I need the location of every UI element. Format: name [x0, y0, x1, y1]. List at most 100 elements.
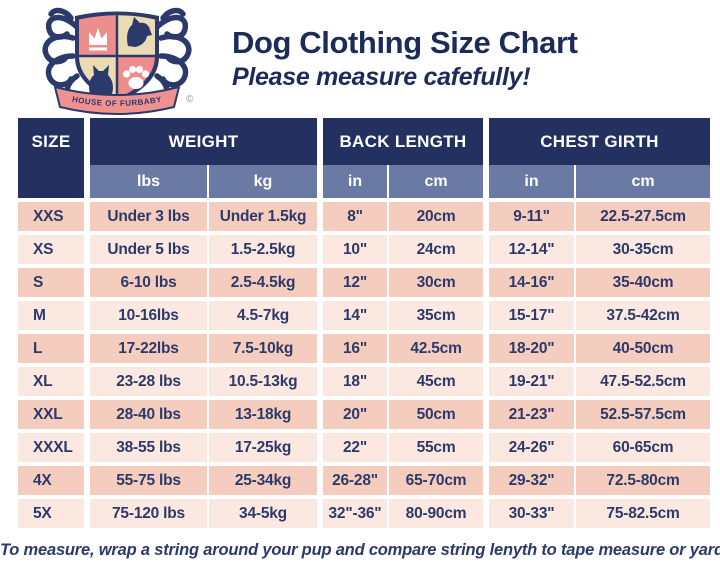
crown-icon: [89, 28, 107, 51]
table-row: M 10-16lbs 4.5-7kg 14" 35cm 15-17" 37.5-…: [18, 301, 710, 330]
cell-size: XS: [18, 235, 84, 264]
cell-back-in: 14": [323, 301, 387, 330]
cell-weight-kg: Under 1.5kg: [209, 202, 317, 231]
cell-chest-in: 15-17": [489, 301, 574, 330]
brand-logo: HOUSE OF FURBABY ©: [28, 2, 194, 115]
cell-weight-kg: 1.5-2.5kg: [209, 235, 317, 264]
cell-back-in: 20": [323, 400, 387, 429]
cell-chest-in: 14-16": [489, 268, 574, 297]
cell-weight-lbs: 38-55 lbs: [90, 433, 207, 462]
cell-chest-in: 29-32": [489, 466, 574, 495]
table-row: XXL 28-40 lbs 13-18kg 20" 50cm 21-23" 52…: [18, 400, 710, 429]
cell-weight-lbs: 6-10 lbs: [90, 268, 207, 297]
cell-back-cm: 45cm: [389, 367, 483, 396]
cell-back-in: 12": [323, 268, 387, 297]
subheader-kg: kg: [209, 165, 317, 198]
cell-weight-lbs: 75-120 lbs: [90, 499, 207, 528]
cell-chest-cm: 75-82.5cm: [576, 499, 710, 528]
cell-size: 4X: [18, 466, 84, 495]
cell-size: 5X: [18, 499, 84, 528]
cell-back-cm: 50cm: [389, 400, 483, 429]
cell-chest-cm: 22.5-27.5cm: [576, 202, 710, 231]
banner-text: HOUSE OF FURBABY: [71, 95, 162, 108]
cell-weight-kg: 17-25kg: [209, 433, 317, 462]
cell-weight-kg: 10.5-13kg: [209, 367, 317, 396]
cell-weight-lbs: Under 3 lbs: [90, 202, 207, 231]
cell-back-cm: 65-70cm: [389, 466, 483, 495]
cell-weight-lbs: 28-40 lbs: [90, 400, 207, 429]
header-titles: Dog Clothing Size Chart Please measure c…: [232, 25, 578, 92]
cell-back-in: 10": [323, 235, 387, 264]
cell-weight-lbs: 55-75 lbs: [90, 466, 207, 495]
table-row: XXXL 38-55 lbs 17-25kg 22" 55cm 24-26" 6…: [18, 433, 710, 462]
subheader-chest-cm: cm: [576, 165, 710, 198]
table-header: SIZE WEIGHT BACK LENGTH CHEST GIRTH lbs …: [18, 118, 710, 198]
cell-size: S: [18, 268, 84, 297]
cell-back-in: 8": [323, 202, 387, 231]
paw-icon: [122, 65, 150, 89]
cell-back-cm: 55cm: [389, 433, 483, 462]
table-row: S 6-10 lbs 2.5-4.5kg 12" 30cm 14-16" 35-…: [18, 268, 710, 297]
cell-chest-in: 30-33": [489, 499, 574, 528]
cell-size: XXL: [18, 400, 84, 429]
cell-back-cm: 80-90cm: [389, 499, 483, 528]
measuring-note: To measure, wrap a string around your pu…: [0, 541, 720, 559]
cell-size: XL: [18, 367, 84, 396]
header-chest-girth: CHEST GIRTH: [489, 118, 710, 165]
cell-weight-lbs: 23-28 lbs: [90, 367, 207, 396]
cell-chest-in: 18-20": [489, 334, 574, 363]
table-row: 4X 55-75 lbs 25-34kg 26-28" 65-70cm 29-3…: [18, 466, 710, 495]
cell-back-cm: 35cm: [389, 301, 483, 330]
subheader-chest-in: in: [489, 165, 574, 198]
cell-back-in: 22": [323, 433, 387, 462]
page-title: Dog Clothing Size Chart: [232, 25, 578, 60]
cell-chest-in: 9-11": [489, 202, 574, 231]
cell-size: M: [18, 301, 84, 330]
subheader-back-in: in: [323, 165, 387, 198]
cell-chest-cm: 35-40cm: [576, 268, 710, 297]
cell-chest-in: 24-26": [489, 433, 574, 462]
cell-chest-cm: 52.5-57.5cm: [576, 400, 710, 429]
cell-size: XXS: [18, 202, 84, 231]
header-weight: WEIGHT: [90, 118, 317, 165]
subheader-lbs: lbs: [90, 165, 207, 198]
cell-weight-kg: 2.5-4.5kg: [209, 268, 317, 297]
ribbon-banner: HOUSE OF FURBABY: [54, 86, 180, 115]
cell-weight-kg: 4.5-7kg: [209, 301, 317, 330]
cell-back-in: 18": [323, 367, 387, 396]
cat-icon: [89, 65, 113, 94]
cell-back-cm: 42.5cm: [389, 334, 483, 363]
cell-back-cm: 20cm: [389, 202, 483, 231]
cell-size: XXXL: [18, 433, 84, 462]
table-row: 5X 75-120 lbs 34-5kg 32"-36" 80-90cm 30-…: [18, 499, 710, 528]
cell-weight-kg: 25-34kg: [209, 466, 317, 495]
page-subtitle: Please measure cafefully!: [232, 63, 531, 92]
header-back-length: BACK LENGTH: [323, 118, 483, 165]
table-row: XS Under 5 lbs 1.5-2.5kg 10" 24cm 12-14"…: [18, 235, 710, 264]
cell-weight-kg: 13-18kg: [209, 400, 317, 429]
copyright-symbol: ©: [186, 94, 194, 105]
cell-chest-cm: 40-50cm: [576, 334, 710, 363]
dog-icon: [127, 17, 152, 47]
header-size: SIZE: [18, 118, 84, 198]
table-row: XL 23-28 lbs 10.5-13kg 18" 45cm 19-21" 4…: [18, 367, 710, 396]
cell-back-in: 16": [323, 334, 387, 363]
cell-weight-lbs: Under 5 lbs: [90, 235, 207, 264]
table-row: XXS Under 3 lbs Under 1.5kg 8" 20cm 9-11…: [18, 202, 710, 231]
svg-text:HOUSE OF FURBABY: HOUSE OF FURBABY: [71, 95, 162, 108]
cell-back-cm: 24cm: [389, 235, 483, 264]
cell-chest-cm: 72.5-80cm: [576, 466, 710, 495]
subheader-back-cm: cm: [389, 165, 483, 198]
cell-weight-lbs: 17-22lbs: [90, 334, 207, 363]
cell-chest-cm: 47.5-52.5cm: [576, 367, 710, 396]
size-chart-table: SIZE WEIGHT BACK LENGTH CHEST GIRTH lbs …: [18, 118, 710, 528]
cell-size: L: [18, 334, 84, 363]
cell-chest-cm: 37.5-42cm: [576, 301, 710, 330]
cell-chest-cm: 60-65cm: [576, 433, 710, 462]
table-row: L 17-22lbs 7.5-10kg 16" 42.5cm 18-20" 40…: [18, 334, 710, 363]
shield-crest: [75, 11, 159, 103]
cell-back-in: 32"-36": [323, 499, 387, 528]
cell-weight-kg: 34-5kg: [209, 499, 317, 528]
cell-back-cm: 30cm: [389, 268, 483, 297]
